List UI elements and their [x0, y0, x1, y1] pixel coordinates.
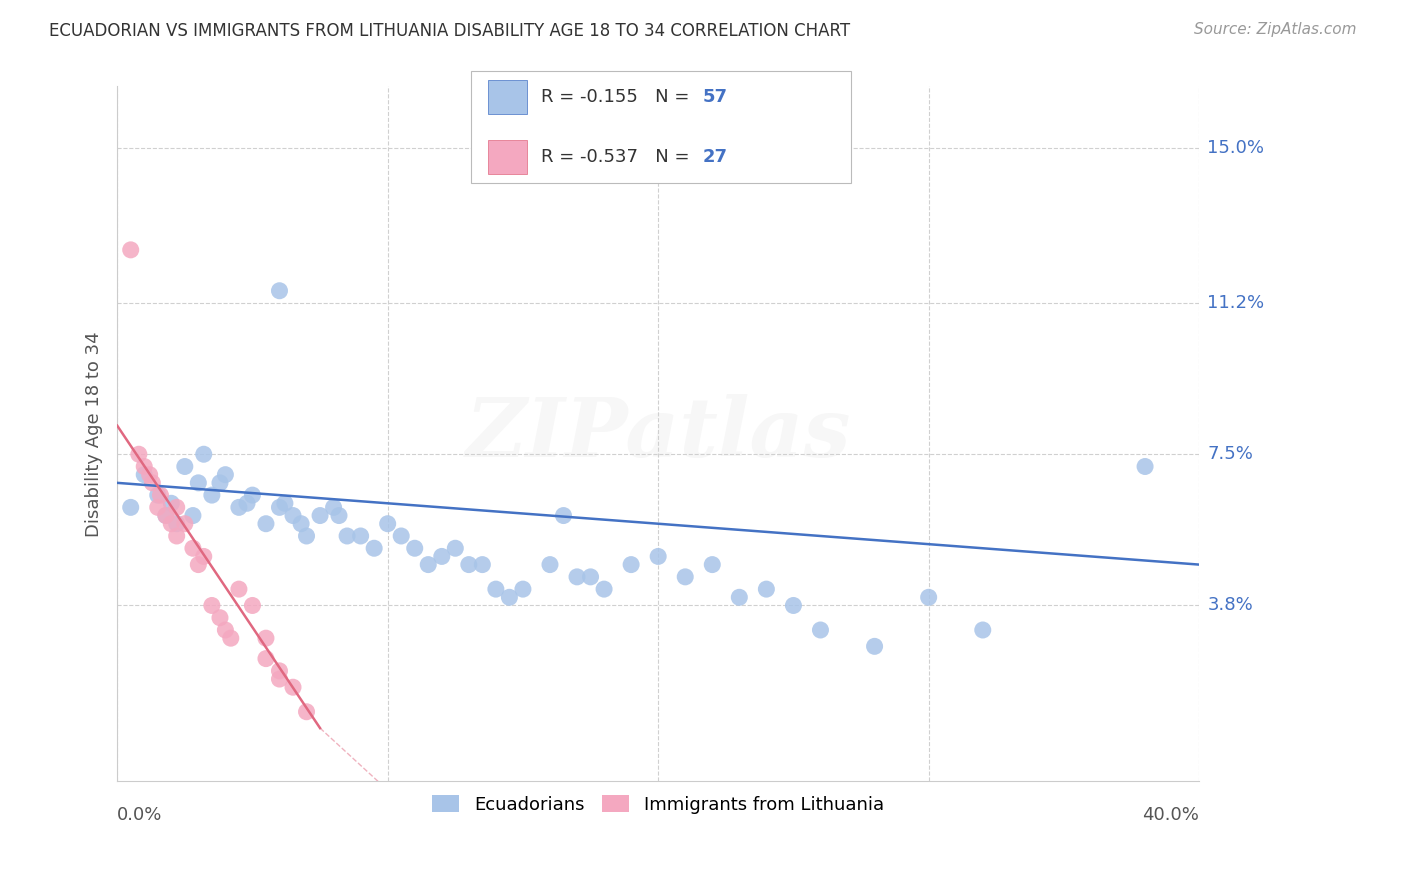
Point [208, 475, 231, 490]
Point [269, 672, 291, 686]
Legend: Ecuadorians, Immigrants from Lithuania: Ecuadorians, Immigrants from Lithuania [425, 789, 891, 821]
Point [620, 558, 643, 572]
Point [166, 516, 188, 531]
Point [149, 488, 172, 502]
Point [553, 508, 575, 523]
Point [363, 541, 385, 556]
Text: 15.0%: 15.0% [1208, 138, 1264, 157]
Point [242, 599, 264, 613]
Point [134, 459, 156, 474]
Point [193, 549, 215, 564]
Point [444, 541, 467, 556]
Point [755, 582, 778, 596]
Point [430, 549, 453, 564]
Point [269, 664, 291, 678]
Point [187, 475, 209, 490]
Point [173, 516, 195, 531]
Point [187, 558, 209, 572]
Point [309, 508, 332, 523]
Point [128, 447, 150, 461]
Point [404, 541, 426, 556]
Point [538, 558, 561, 572]
Text: R = -0.155   N =: R = -0.155 N = [541, 88, 696, 106]
Text: R = -0.537   N =: R = -0.537 N = [541, 148, 696, 166]
Point [673, 570, 696, 584]
Text: 11.2%: 11.2% [1208, 294, 1264, 312]
Point [201, 488, 224, 502]
Point [328, 508, 350, 523]
Point [336, 529, 359, 543]
Point [254, 651, 277, 665]
Point [918, 591, 941, 605]
Point [565, 570, 588, 584]
Point [193, 447, 215, 461]
Point [166, 500, 188, 515]
Point [593, 582, 616, 596]
Text: ZIPatlas: ZIPatlas [465, 393, 851, 474]
Point [120, 500, 142, 515]
Point [242, 488, 264, 502]
Point [281, 680, 304, 694]
Point [228, 500, 250, 515]
Point [782, 599, 804, 613]
Point [702, 558, 724, 572]
Text: 0.0%: 0.0% [117, 805, 163, 824]
Point [214, 623, 236, 637]
Point [181, 508, 204, 523]
Point [254, 631, 277, 645]
Point [418, 558, 440, 572]
Text: 27: 27 [703, 148, 728, 166]
Point [290, 516, 312, 531]
Text: 40.0%: 40.0% [1142, 805, 1199, 824]
Point [160, 516, 183, 531]
Point [457, 558, 479, 572]
Text: 7.5%: 7.5% [1208, 445, 1253, 463]
Point [377, 516, 399, 531]
Point [173, 459, 195, 474]
Point [389, 529, 412, 543]
Point [155, 508, 177, 523]
Point [728, 591, 751, 605]
Text: ECUADORIAN VS IMMIGRANTS FROM LITHUANIA DISABILITY AGE 18 TO 34 CORRELATION CHAR: ECUADORIAN VS IMMIGRANTS FROM LITHUANIA … [49, 22, 851, 40]
Point [281, 508, 304, 523]
Point [512, 582, 534, 596]
Point [236, 496, 259, 510]
Point [1133, 459, 1156, 474]
Point [201, 599, 224, 613]
Point [141, 475, 163, 490]
Y-axis label: Disability Age 18 to 34: Disability Age 18 to 34 [86, 331, 103, 537]
Point [579, 570, 602, 584]
Point [146, 488, 169, 502]
Point [349, 529, 371, 543]
Point [810, 623, 832, 637]
Text: 3.8%: 3.8% [1208, 597, 1253, 615]
Point [274, 496, 297, 510]
Point [120, 243, 142, 257]
Text: Source: ZipAtlas.com: Source: ZipAtlas.com [1194, 22, 1357, 37]
Point [146, 500, 169, 515]
Point [647, 549, 669, 564]
Text: 57: 57 [703, 88, 728, 106]
Point [208, 611, 231, 625]
Point [485, 582, 508, 596]
Point [863, 640, 886, 654]
Point [228, 582, 250, 596]
Point [471, 558, 494, 572]
Point [155, 508, 177, 523]
Point [214, 467, 236, 482]
Point [138, 467, 160, 482]
Point [134, 467, 156, 482]
Point [181, 541, 204, 556]
Point [219, 631, 242, 645]
Point [295, 705, 318, 719]
Point [269, 284, 291, 298]
Point [160, 496, 183, 510]
Point [295, 529, 318, 543]
Point [322, 500, 344, 515]
Point [166, 529, 188, 543]
Point [498, 591, 520, 605]
Point [972, 623, 994, 637]
Point [254, 516, 277, 531]
Point [269, 500, 291, 515]
